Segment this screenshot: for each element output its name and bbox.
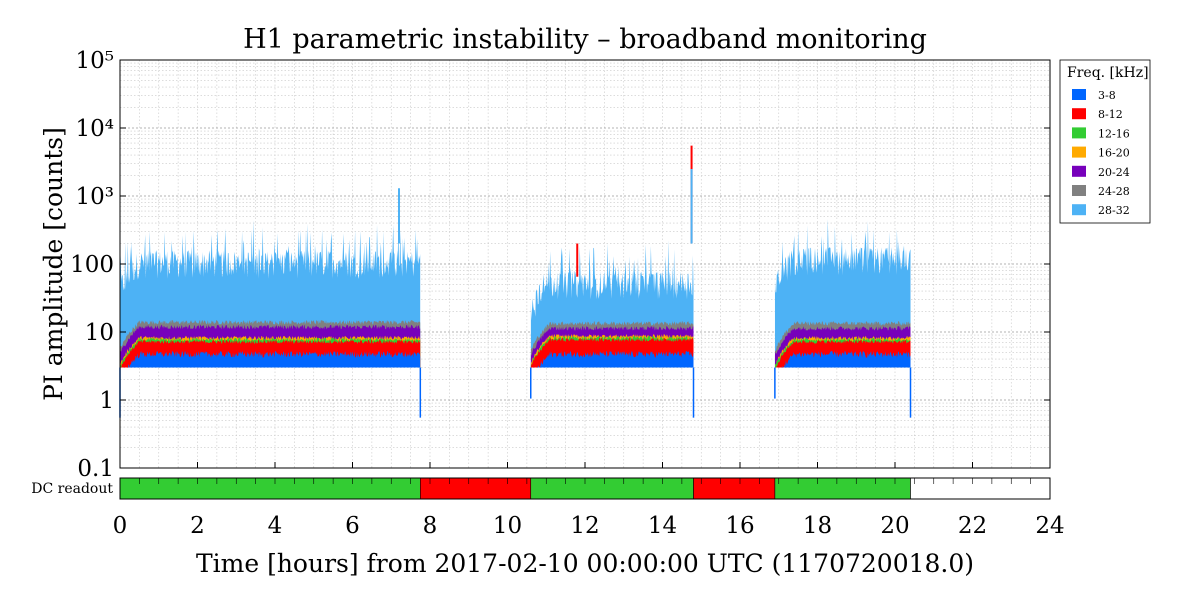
legend: Freq. [kHz] 3-8 8-12 12-16 16-20 20-24 24-28 2… — [1059, 59, 1151, 224]
dc-segment-off — [693, 477, 776, 500]
legend-label-20-24: 20-24 — [1098, 166, 1130, 179]
dc-segment-on — [119, 477, 421, 500]
legend-swatch-8-12 — [1072, 108, 1086, 120]
y-axis: 0.1 1 10 100 10³ 10⁴ 10⁵ — [70, 48, 1050, 482]
x-tick-label: 12 — [570, 513, 599, 539]
legend-items: 3-8 8-12 12-16 16-20 20-24 24-28 28-32 — [1072, 89, 1130, 217]
dc-segment-on — [530, 477, 694, 500]
x-axis-label: Time [hours] from 2017-02-10 00:00:00 UT… — [196, 549, 974, 578]
x-tick-label: 24 — [1035, 513, 1064, 539]
series-area-3-8 — [128, 351, 421, 368]
legend-swatch-16-20 — [1072, 146, 1086, 158]
y-tick-label: 10⁵ — [76, 48, 115, 74]
y-tick-label: 10³ — [76, 184, 115, 210]
y-axis-label: PI amplitude [counts] — [39, 127, 68, 401]
legend-label-16-20: 16-20 — [1098, 147, 1130, 160]
legend-swatch-12-16 — [1072, 127, 1086, 139]
x-tick-label: 4 — [268, 513, 283, 539]
x-axis: 0 2 4 6 8 10 12 14 16 18 20 22 24 — [113, 462, 1065, 539]
series-area-3-8 — [781, 351, 911, 368]
data-layer — [119, 218, 912, 418]
y-tick-label: 10⁴ — [76, 116, 115, 142]
legend-title: Freq. [kHz] — [1067, 65, 1149, 81]
x-tick-label: 0 — [113, 513, 128, 539]
x-tick-label: 2 — [190, 513, 205, 539]
legend-label-3-8: 3-8 — [1098, 89, 1116, 102]
x-tick-label: 8 — [423, 513, 438, 539]
legend-label-28-32: 28-32 — [1098, 204, 1130, 217]
dc-readout-bar — [119, 477, 1051, 500]
dc-segment-on — [774, 477, 911, 500]
x-tick-label: 10 — [493, 513, 522, 539]
series-area-3-8 — [537, 351, 694, 368]
legend-swatch-24-28 — [1072, 185, 1086, 196]
y-tick-label: 1 — [99, 388, 114, 414]
legend-swatch-28-32 — [1072, 204, 1086, 216]
peak-layer — [398, 145, 693, 277]
dc-readout-frame — [119, 477, 1051, 500]
legend-label-24-28: 24-28 — [1098, 185, 1130, 198]
legend-label-12-16: 12-16 — [1098, 127, 1130, 140]
x-tick-label: 22 — [958, 513, 987, 539]
x-tick-label: 20 — [880, 513, 909, 539]
y-tick-label: 0.1 — [77, 456, 114, 482]
chart-title: H1 parametric instability – broadband mo… — [243, 24, 927, 55]
x-tick-label: 6 — [345, 513, 360, 539]
y-tick-label: 10 — [85, 320, 114, 346]
legend-swatch-3-8 — [1072, 89, 1086, 100]
y-tick-label: 100 — [70, 252, 114, 278]
x-tick-label: 14 — [648, 513, 677, 539]
x-tick-label: 16 — [725, 513, 754, 539]
legend-swatch-20-24 — [1072, 165, 1086, 177]
dc-segment-none — [910, 477, 1051, 500]
x-tick-label: 18 — [803, 513, 832, 539]
dc-segment-off — [420, 477, 532, 500]
dc-readout-label: DC readout — [31, 481, 113, 497]
legend-label-8-12: 8-12 — [1098, 108, 1123, 121]
legend-box — [1059, 59, 1151, 224]
